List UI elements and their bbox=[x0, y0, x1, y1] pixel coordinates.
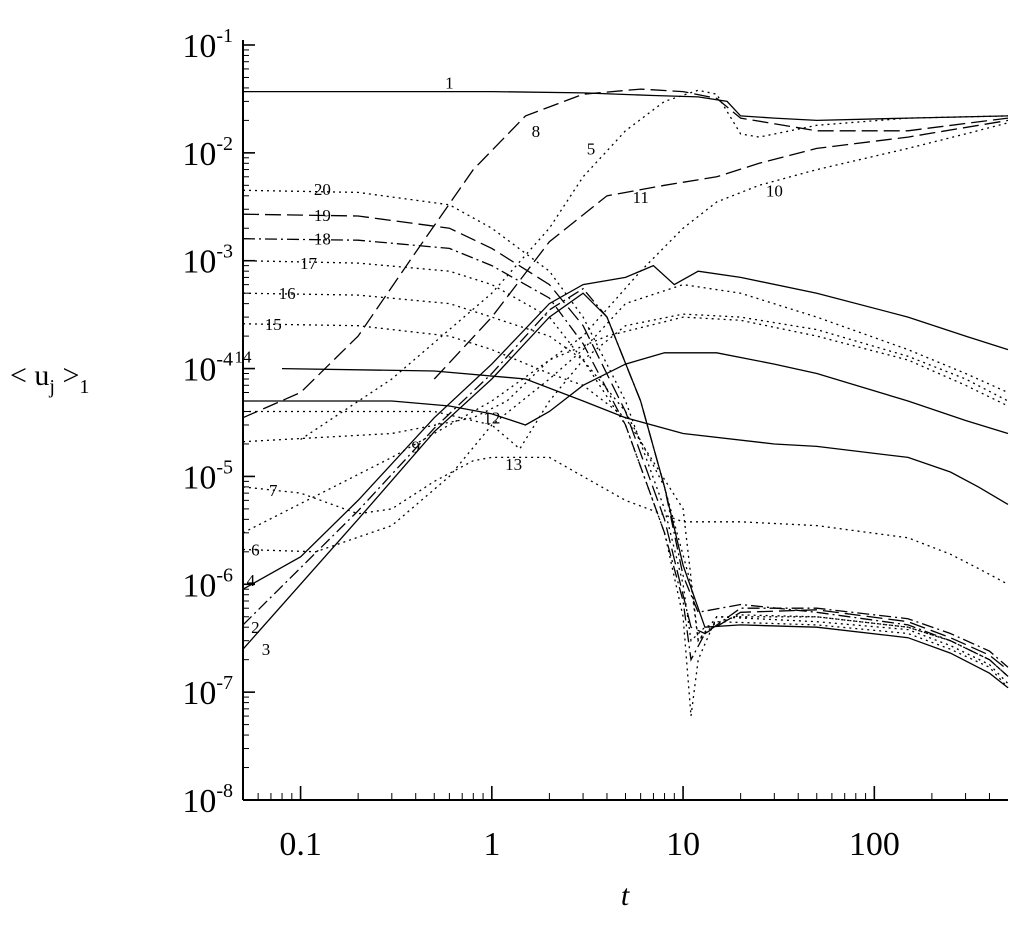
series-12-label: 12 bbox=[483, 409, 500, 428]
series-12-line bbox=[243, 352, 1009, 435]
series-2-line bbox=[242, 287, 1009, 677]
series-20-label: 20 bbox=[314, 180, 331, 199]
y-tick-label: 10-7 bbox=[182, 672, 233, 712]
x-tick-label: 0.1 bbox=[279, 826, 322, 863]
series-13-label: 13 bbox=[505, 455, 522, 474]
series-3-label: 3 bbox=[262, 640, 271, 659]
series-19-label: 19 bbox=[314, 206, 331, 225]
series-13-line bbox=[243, 313, 1009, 450]
y-axis-label: < uj >1 bbox=[10, 359, 89, 398]
x-tick-label: 100 bbox=[849, 826, 900, 863]
y-axis-label-sub2: 1 bbox=[79, 376, 89, 398]
y-tick-label: 10-2 bbox=[182, 133, 233, 173]
series-1-line bbox=[243, 90, 1009, 122]
series-8-label: 8 bbox=[532, 122, 541, 141]
y-axis-label-mid: > bbox=[55, 359, 79, 392]
series-4-line bbox=[242, 264, 1009, 590]
y-tick-label: 10-6 bbox=[182, 564, 233, 604]
x-axis-label: t bbox=[621, 879, 630, 912]
series-15-line bbox=[242, 323, 1009, 685]
y-tick-label: 10-1 bbox=[182, 25, 233, 65]
series-3-line bbox=[242, 292, 1009, 689]
series-layer bbox=[242, 88, 1009, 717]
series-9-line bbox=[242, 316, 1009, 443]
y-tick-label: 10-4 bbox=[182, 349, 233, 389]
y-tick-label: 10-5 bbox=[182, 456, 233, 496]
series-4-label: 4 bbox=[247, 571, 256, 590]
series-7-line bbox=[242, 456, 1009, 585]
series-16-line bbox=[242, 292, 1009, 689]
series-7-label: 7 bbox=[269, 481, 278, 500]
series-17-line bbox=[242, 260, 1009, 717]
y-tick-label: 10-8 bbox=[182, 780, 233, 820]
series-11-line bbox=[433, 119, 1009, 380]
y-axis-label-main: < u bbox=[10, 359, 49, 392]
ticks-layer: 10-8 10-7 10-6 10-5 10-4 10-3 10-2 10-1 0.1 1 10 10… bbox=[182, 25, 990, 863]
series-10-label: 10 bbox=[766, 181, 783, 200]
y-axis-label-sub1: j bbox=[48, 376, 55, 398]
x-tick-label: 10 bbox=[666, 826, 700, 863]
series-2-label: 2 bbox=[251, 618, 260, 637]
series-6-label: 6 bbox=[251, 541, 260, 560]
y-tick-label: 10-3 bbox=[182, 241, 233, 281]
series-6-line bbox=[242, 283, 1009, 553]
series-19-line bbox=[242, 213, 1009, 671]
series-1-label: 1 bbox=[445, 73, 454, 92]
series-17-label: 17 bbox=[300, 254, 318, 273]
series-18-line bbox=[242, 238, 1009, 668]
series-20-line bbox=[242, 189, 1009, 677]
series-10-line bbox=[242, 122, 1009, 534]
series-5-label: 5 bbox=[587, 139, 596, 158]
series-18-label: 18 bbox=[314, 230, 331, 249]
series-14-line bbox=[281, 367, 1009, 505]
axes bbox=[242, 40, 1008, 801]
series-11-label: 11 bbox=[632, 188, 648, 207]
series-14-label: 14 bbox=[235, 347, 253, 366]
series-15-label: 15 bbox=[265, 315, 282, 334]
series-8-line bbox=[242, 88, 1009, 419]
series-16-label: 16 bbox=[279, 284, 296, 303]
series-9-label: 9 bbox=[411, 437, 420, 456]
x-tick-label: 1 bbox=[483, 826, 500, 863]
